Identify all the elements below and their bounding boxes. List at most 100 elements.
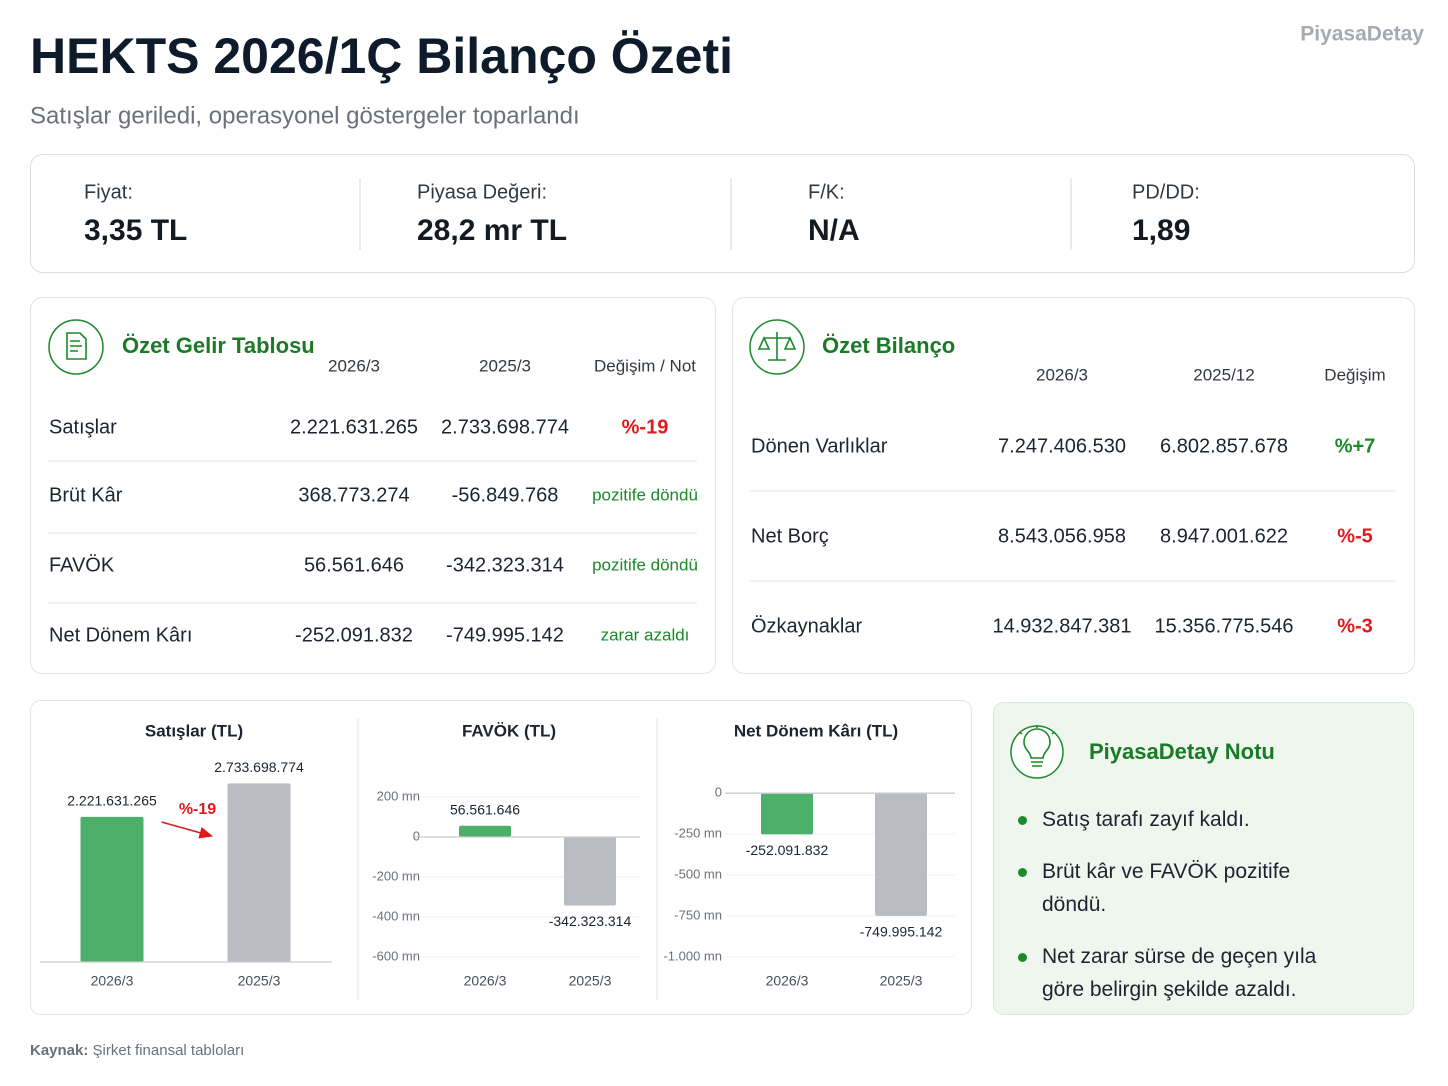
chart-title: FAVÖK (TL)	[462, 721, 556, 740]
note-list: Satış tarafı zayıf kaldı. Brüt kâr ve FAV…	[1016, 803, 1346, 1025]
row-label: Satışlar	[49, 416, 117, 438]
source: Kaynak: Şirket finansal tabloları	[30, 1042, 244, 1059]
y-tick-label: -200 mn	[372, 868, 420, 883]
y-tick-label: 0	[413, 828, 420, 843]
metric-value: N/A	[808, 214, 860, 247]
row-label: Brüt Kâr	[49, 484, 123, 506]
row-label: Net Dönem Kârı	[49, 624, 192, 646]
y-tick-label: 0	[715, 785, 722, 800]
cell-value: 56.561.646	[304, 554, 404, 576]
cell-value: -56.849.768	[452, 484, 559, 506]
cell-value: 14.932.847.381	[992, 615, 1131, 637]
cell-value: 7.247.406.530	[998, 435, 1126, 457]
change-label: %+7	[1335, 435, 1376, 457]
row-label: Özkaynaklar	[751, 615, 862, 637]
cell-value: -252.091.832	[295, 624, 413, 646]
column-header: 2026/3	[1036, 365, 1088, 384]
y-tick-label: -500 mn	[674, 866, 722, 881]
note-item: Satış tarafı zayıf kaldı.	[1016, 803, 1346, 836]
source-label: Kaynak:	[30, 1042, 88, 1059]
icon-doc	[66, 332, 87, 360]
cell-value: 6.802.857.678	[1160, 435, 1288, 457]
change-label: zarar azaldı	[601, 625, 690, 644]
column-header: Değişim	[1324, 365, 1385, 384]
bar	[80, 816, 144, 962]
cell-value: 368.773.274	[298, 484, 409, 506]
x-tick-label: 2026/3	[91, 973, 134, 989]
balance-card	[732, 297, 1415, 674]
y-tick-label: -750 mn	[674, 907, 722, 922]
icon-scale	[757, 332, 797, 361]
chart-title: Satışlar (TL)	[145, 721, 243, 740]
bar	[227, 783, 291, 962]
data-label: -342.323.314	[549, 913, 632, 929]
bar	[875, 793, 927, 916]
data-label: 2.733.698.774	[214, 759, 304, 775]
row-label: Dönen Varlıklar	[751, 435, 888, 457]
data-label: 56.561.646	[450, 801, 520, 817]
page-title: HEKTS 2026/1Ç Bilanço Özeti	[30, 28, 733, 84]
income-card	[30, 297, 716, 674]
data-label: -749.995.142	[860, 924, 943, 940]
subtitle: Satışlar geriledi, operasyonel göstergel…	[30, 102, 580, 129]
change-label: %-19	[622, 416, 669, 438]
card-title: Özet Gelir Tablosu	[122, 333, 315, 358]
change-label: pozitife döndü	[592, 555, 698, 574]
chart-title: Net Dönem Kârı (TL)	[734, 721, 898, 740]
note-card	[993, 702, 1414, 1015]
metric-value: 28,2 mr TL	[417, 214, 567, 247]
metric-label: PD/DD:	[1132, 181, 1200, 203]
source-text: Şirket finansal tabloları	[93, 1042, 245, 1059]
change-label: %-3	[1337, 615, 1373, 637]
icon-bulb	[1018, 725, 1056, 767]
row-label: FAVÖK	[49, 554, 115, 576]
metric-value: 3,35 TL	[84, 214, 187, 247]
bar	[564, 837, 616, 906]
cell-value: -342.323.314	[446, 554, 564, 576]
note-item: Brüt kâr ve FAVÖK pozitife döndü.	[1016, 855, 1346, 921]
x-tick-label: 2026/3	[464, 973, 507, 989]
metric-value: 1,89	[1132, 214, 1190, 247]
change-label: %-5	[1337, 525, 1373, 547]
x-tick-label: 2025/3	[238, 973, 281, 989]
metric-label: F/K:	[808, 181, 845, 203]
annotation-arrow	[161, 821, 213, 839]
data-label: 2.221.631.265	[67, 793, 157, 809]
card-title: Özet Bilanço	[822, 333, 955, 358]
y-tick-label: -400 mn	[372, 908, 420, 923]
x-tick-label: 2026/3	[766, 973, 809, 989]
cell-value: 8.947.001.622	[1160, 525, 1288, 547]
annotation: %-19	[179, 801, 216, 818]
column-header: 2025/3	[479, 356, 531, 375]
change-label: pozitife döndü	[592, 485, 698, 504]
y-tick-label: 200 mn	[377, 788, 420, 803]
column-header: Değişim / Not	[594, 356, 696, 375]
icon	[1010, 725, 1064, 779]
brand: PiyasaDetay	[1300, 23, 1424, 46]
metric-label: Piyasa Değeri:	[417, 181, 547, 203]
cell-value: 15.356.775.546	[1154, 615, 1293, 637]
bar	[761, 793, 813, 835]
bar	[459, 825, 511, 837]
column-header: 2026/3	[328, 356, 380, 375]
y-tick-label: -250 mn	[674, 826, 722, 841]
row-label: Net Borç	[751, 525, 829, 547]
cell-value: -749.995.142	[446, 624, 564, 646]
cell-value: 2.221.631.265	[290, 416, 418, 438]
y-tick-label: -1.000 mn	[663, 948, 722, 963]
cell-value: 2.733.698.774	[441, 416, 569, 438]
x-tick-label: 2025/3	[569, 973, 612, 989]
metrics-card	[30, 154, 1415, 273]
x-tick-label: 2025/3	[880, 973, 923, 989]
data-label: -252.091.832	[746, 842, 829, 858]
y-tick-label: -600 mn	[372, 948, 420, 963]
card-title: PiyasaDetay Notu	[1089, 739, 1275, 764]
icon	[48, 319, 104, 375]
metric-label: Fiyat:	[84, 181, 133, 203]
note-item: Net zarar sürse de geçen yıla göre belir…	[1016, 940, 1346, 1006]
column-header: 2025/12	[1193, 365, 1254, 384]
charts-card	[30, 700, 972, 1015]
cell-value: 8.543.056.958	[998, 525, 1126, 547]
